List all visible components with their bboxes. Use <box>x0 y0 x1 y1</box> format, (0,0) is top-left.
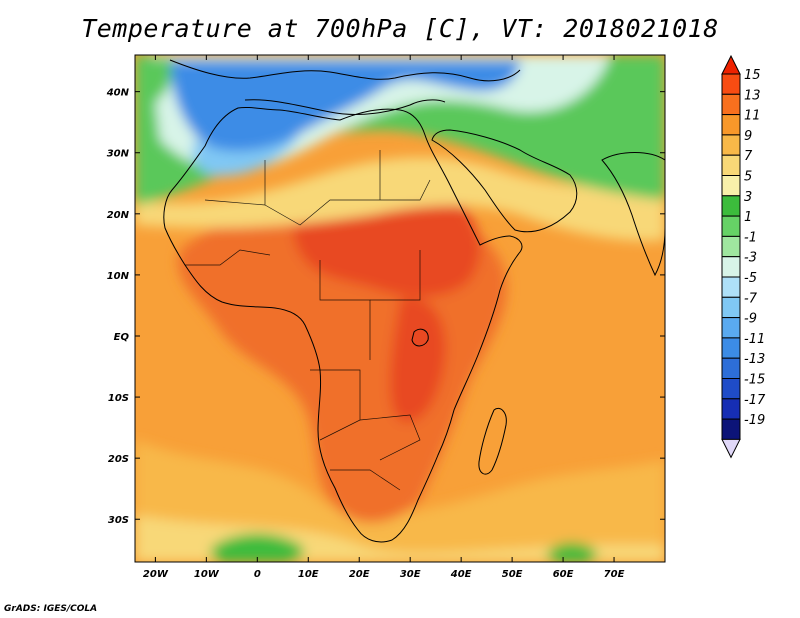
y-tick-label: 30S <box>108 515 129 526</box>
colorbar-box <box>721 357 741 380</box>
y-tick-label: 20S <box>108 454 129 465</box>
colorbar-label: -7 <box>744 291 758 306</box>
colorbar: 15 13 11 9 7 5 3 1 -1 -3 -5 -7 -9 -11 -13 -15 -17 -19 <box>721 54 766 459</box>
west-atlantic-green <box>135 58 172 110</box>
temperature-field <box>135 55 665 562</box>
colorbar-box <box>721 134 741 156</box>
border-north-4 <box>380 179 431 201</box>
colorbar-label: -19 <box>744 413 765 428</box>
southern-green-patch-atlantic <box>210 533 304 562</box>
x-tick-label: 0 <box>254 569 261 580</box>
sahara-transition-band <box>135 157 665 241</box>
x-tick-label: 20E <box>349 569 370 580</box>
colorbar-box <box>721 418 741 440</box>
colorbar-label: -1 <box>744 230 757 245</box>
east-africa-hot-core <box>390 298 446 422</box>
border-north-2 <box>264 199 380 226</box>
africa-coastline <box>163 106 523 543</box>
colorbar-label: 15 <box>744 68 761 83</box>
colorbar-label: 1 <box>744 210 752 225</box>
colorbar-label: 7 <box>744 149 753 164</box>
x-tick-label: 10W <box>194 569 220 580</box>
colorbar-box <box>721 154 741 176</box>
border-central-3 <box>310 369 361 441</box>
colorbar-top-triangle <box>721 54 741 75</box>
colorbar-box <box>721 114 741 136</box>
colorbar-box <box>721 378 741 400</box>
colorbar-label: 9 <box>744 129 752 144</box>
colorbar-box <box>721 398 741 420</box>
mediterranean-south-coast <box>244 99 446 115</box>
north-light-blue-zone <box>192 135 300 176</box>
colorbar-box <box>721 337 741 359</box>
map-frame <box>134 54 666 563</box>
y-tick-label: 30N <box>107 149 130 160</box>
y-tick-label: 40N <box>106 88 130 99</box>
border-central-1 <box>319 260 371 360</box>
coastlines <box>163 59 665 543</box>
colorbar-box <box>721 296 741 319</box>
colorbar-label: -5 <box>744 271 757 286</box>
grads-credit: GrADS: IGES/COLA <box>4 604 98 614</box>
country-borders <box>185 150 431 491</box>
colorbar-box <box>721 215 741 237</box>
map-title: Temperature at 700hPa [C], VT: 201802101… <box>81 14 719 43</box>
colorbar-box <box>721 276 741 298</box>
y-tick-label: 10S <box>108 393 129 404</box>
x-tick-label: 10E <box>298 569 319 580</box>
southern-green-patch-indian <box>546 542 597 562</box>
axis-ticks: 20W 10W 0 10E 20E 30E 40E 50E 60E 70E 40N 30N 20N 10N… <box>106 55 665 580</box>
mediterranean-cold-region <box>170 60 520 155</box>
colorbar-label: 3 <box>744 190 752 205</box>
india-coast <box>601 152 665 277</box>
colorbar-box <box>721 195 741 217</box>
colorbar-label: -3 <box>744 251 757 266</box>
europe-coast <box>169 59 521 82</box>
border-west-1 <box>185 249 271 266</box>
colorbar-box <box>721 175 741 197</box>
colorbar-label: -9 <box>744 312 757 327</box>
colorbar-box <box>721 317 741 339</box>
colorbar-bottom-triangle <box>721 438 741 459</box>
x-tick-label: 30E <box>400 569 421 580</box>
colorbar-label: 13 <box>744 88 761 103</box>
x-tick-label: 20W <box>143 569 169 580</box>
lake-victoria <box>411 328 429 347</box>
colorbar-box <box>721 235 741 258</box>
y-tick-label: 10N <box>107 271 130 282</box>
madagascar-coast <box>478 407 507 475</box>
x-tick-label: 70E <box>604 569 625 580</box>
colorbar-label: -11 <box>744 332 765 347</box>
colorbar-box <box>721 73 741 95</box>
colorbar-label: 5 <box>744 170 752 185</box>
y-tick-label: EQ <box>114 332 130 343</box>
colorbar-label: -13 <box>744 352 765 367</box>
border-central-4 <box>359 414 421 461</box>
colorbar-label: 11 <box>744 109 761 124</box>
colorbar-box <box>721 93 741 116</box>
x-tick-label: 50E <box>502 569 523 580</box>
colorbar-label: -17 <box>744 393 766 408</box>
x-tick-label: 40E <box>450 569 472 580</box>
colorbar-label: -15 <box>744 373 765 388</box>
x-tick-label: 60E <box>553 569 574 580</box>
arabian-peninsula-coast <box>431 129 578 233</box>
y-tick-label: 20N <box>107 210 130 221</box>
colorbar-box <box>721 256 741 278</box>
border-south-1 <box>330 469 401 491</box>
border-central-2 <box>370 250 421 301</box>
